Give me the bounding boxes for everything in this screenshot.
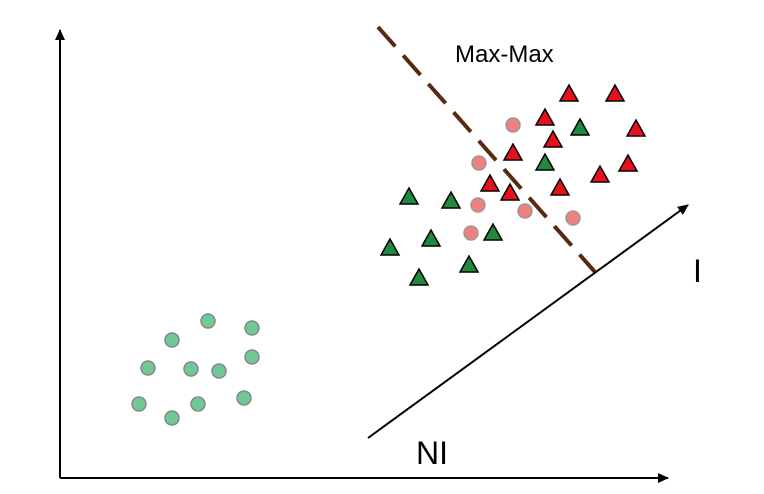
pink-circle <box>471 155 487 171</box>
arrow-end-label: I <box>693 253 702 289</box>
pink-circle <box>505 117 521 133</box>
pink-circle <box>463 225 479 241</box>
decision-boundary <box>376 25 597 274</box>
red-triangle <box>604 83 626 102</box>
pink-circle <box>470 197 486 213</box>
green-circle <box>140 360 156 376</box>
red-triangle <box>534 107 556 126</box>
points <box>131 83 647 426</box>
red-triangle <box>589 164 611 183</box>
region-label: Max-Max <box>455 41 554 68</box>
green-triangle <box>420 228 442 247</box>
green-circle <box>200 313 216 329</box>
direction-arrow <box>367 204 689 439</box>
green-triangle <box>408 267 430 286</box>
red-triangle <box>502 142 524 161</box>
green-circle <box>131 396 147 412</box>
red-triangle <box>625 118 647 137</box>
green-circle <box>244 349 260 365</box>
red-triangle <box>479 173 501 192</box>
green-circle <box>211 363 227 379</box>
green-triangle <box>398 186 420 205</box>
green-circle <box>190 396 206 412</box>
green-triangle <box>379 237 401 256</box>
green-triangle <box>440 190 462 209</box>
green-circle <box>164 332 180 348</box>
red-triangle <box>499 182 521 201</box>
green-triangle <box>482 222 504 241</box>
green-circle <box>164 410 180 426</box>
red-triangle <box>549 177 571 196</box>
pink-circle <box>565 210 581 226</box>
green-circle <box>236 390 252 406</box>
green-circle <box>183 361 199 377</box>
green-triangle <box>569 117 591 136</box>
pink-circle <box>517 203 533 219</box>
red-triangle <box>617 153 639 172</box>
green-triangle <box>534 152 556 171</box>
green-circle <box>244 320 260 336</box>
red-triangle <box>542 129 564 148</box>
arrow-start-label: NI <box>416 435 448 471</box>
green-triangle <box>458 254 480 273</box>
red-triangle <box>558 83 580 102</box>
